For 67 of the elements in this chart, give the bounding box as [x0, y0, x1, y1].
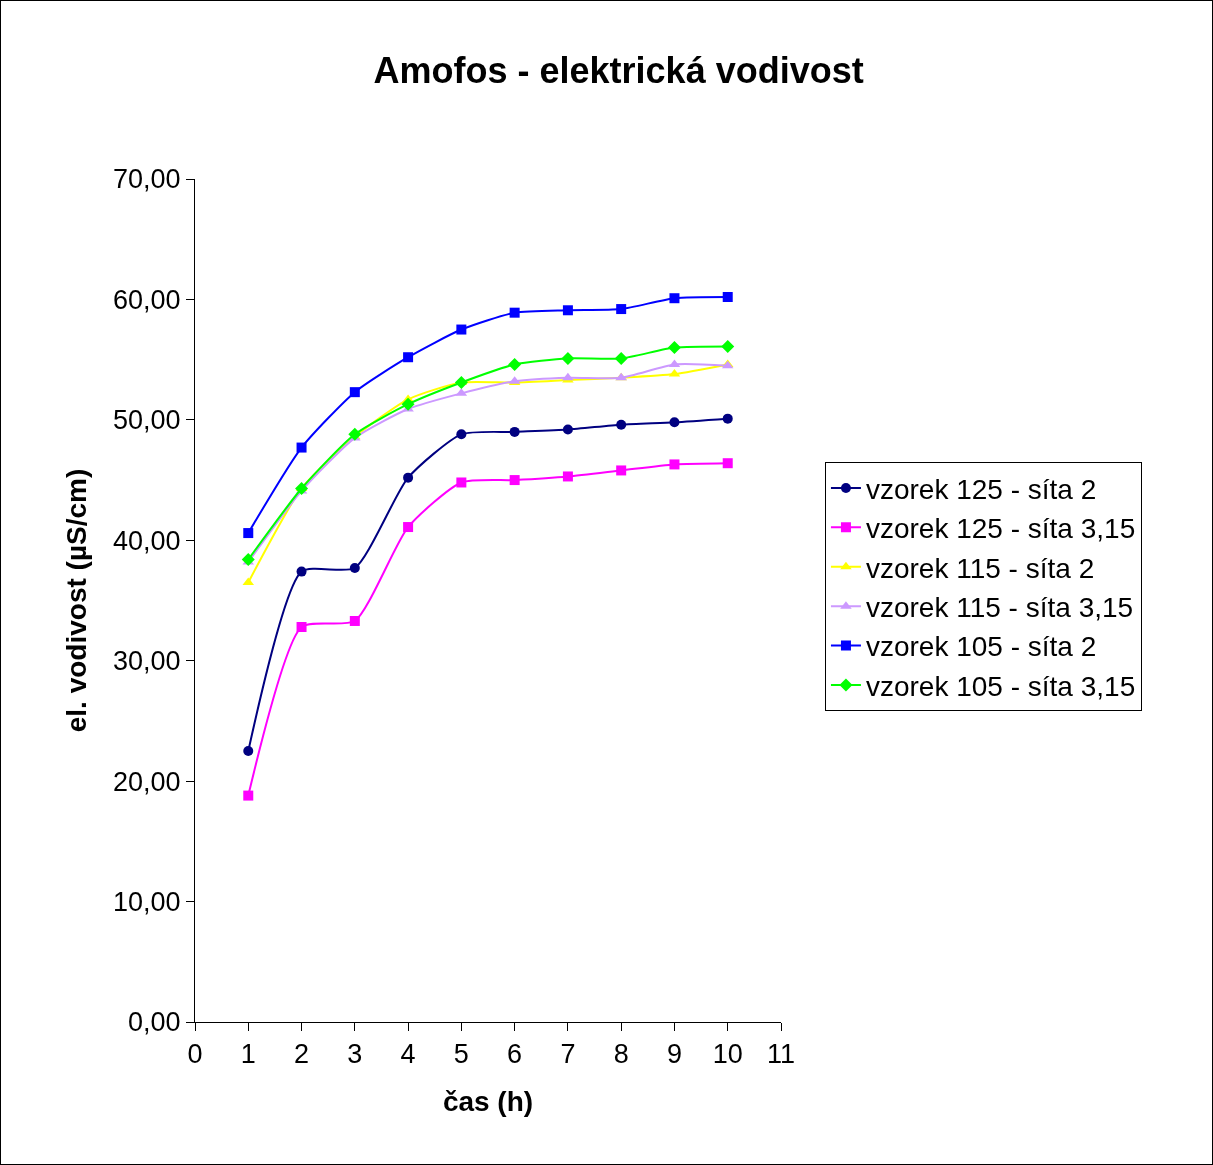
point — [403, 352, 414, 363]
point — [722, 413, 733, 424]
legend-label: vzorek 115 - síta 3,15 — [865, 592, 1134, 624]
y-tick-label: 60,00 — [113, 284, 181, 315]
point — [349, 562, 360, 573]
x-tick-label: 0 — [187, 1039, 203, 1070]
point — [616, 304, 627, 315]
point — [401, 397, 415, 411]
legend-label: vzorek 115 - síta 2 — [865, 552, 1095, 584]
point — [296, 566, 307, 577]
y-tick-label: 50,00 — [113, 405, 181, 436]
point — [669, 417, 680, 428]
point — [722, 292, 733, 303]
point — [403, 522, 414, 533]
y-tick-label: 10,00 — [113, 887, 181, 918]
point — [456, 324, 467, 335]
x-tick-label: 4 — [400, 1039, 416, 1070]
point — [562, 424, 573, 435]
point — [348, 427, 362, 441]
point — [616, 419, 627, 430]
x-tick-label: 8 — [613, 1039, 629, 1070]
point — [509, 426, 520, 437]
point — [509, 307, 520, 318]
x-tick-label: 7 — [560, 1039, 576, 1070]
point — [508, 357, 522, 371]
point — [562, 305, 573, 316]
point — [669, 293, 680, 304]
point — [456, 429, 467, 440]
point — [614, 351, 628, 365]
x-tick-label: 10 — [712, 1039, 743, 1070]
point — [296, 442, 307, 453]
legend-label: vzorek 125 - síta 2 — [865, 473, 1097, 505]
point — [243, 528, 254, 539]
x-tick-label: 11 — [766, 1039, 796, 1070]
point — [669, 459, 680, 470]
legend-label: vzorek 105 - síta 2 — [865, 631, 1097, 663]
point — [454, 376, 468, 390]
point — [561, 351, 575, 365]
y-tick-label: 40,00 — [113, 525, 181, 556]
y-tick-label: 30,00 — [113, 646, 181, 677]
point — [722, 458, 733, 469]
x-tick-label: 1 — [240, 1039, 256, 1070]
point — [243, 790, 254, 801]
point — [616, 465, 627, 476]
y-tick-label: 20,00 — [113, 766, 181, 797]
point — [349, 387, 360, 398]
y-tick-label: 70,00 — [113, 164, 181, 195]
x-tick-label: 6 — [507, 1039, 523, 1070]
x-axis-title: čas (h) — [442, 1085, 534, 1117]
x-tick-label: 5 — [453, 1039, 469, 1070]
legend-label: vzorek 105 - síta 3,15 — [865, 670, 1136, 702]
point — [243, 746, 254, 757]
point — [349, 615, 360, 626]
x-tick-label: 3 — [347, 1039, 363, 1070]
x-tick-label: 9 — [666, 1039, 682, 1070]
point — [509, 475, 520, 486]
x-tick-label: 2 — [294, 1039, 310, 1070]
point — [456, 477, 467, 488]
y-tick-label: 0,00 — [128, 1007, 181, 1038]
point — [403, 472, 414, 483]
chart-title: Amofos - elektrická vodivost — [373, 50, 864, 92]
point — [667, 341, 681, 355]
point — [562, 471, 573, 482]
legend-label: vzorek 125 - síta 3,15 — [865, 513, 1136, 545]
y-axis-title: el. vodivost (µS/cm) — [60, 468, 92, 733]
point — [721, 339, 735, 353]
point — [296, 621, 307, 632]
